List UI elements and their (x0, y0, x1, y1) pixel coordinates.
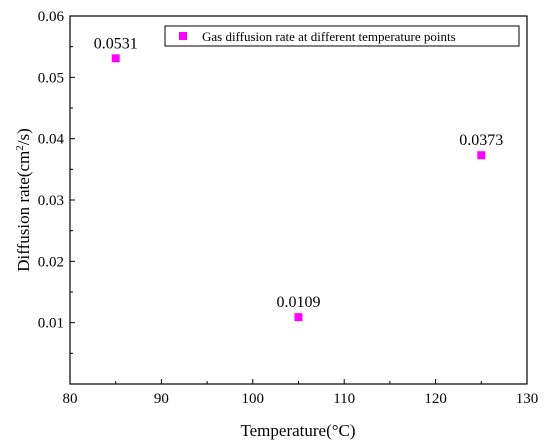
y-tick-label: 0.04 (38, 132, 65, 148)
x-tick-label: 80 (63, 391, 78, 407)
x-axis-title: Temperature(°C) (240, 421, 355, 440)
y-axis-title-unit: /s) (14, 128, 33, 145)
y-tick-label: 0.06 (38, 9, 65, 25)
data-points: 0.0531 0.0109 0.0373 (94, 35, 503, 322)
data-point (111, 54, 120, 63)
legend: Gas diffusion rate at different temperat… (164, 25, 520, 47)
y-tick-label: 0.02 (38, 254, 64, 270)
data-label: 0.0373 (459, 132, 503, 149)
y-axis-title-superscript: 2 (14, 145, 26, 151)
y-axis-title-main: Diffusion rate(cm (14, 151, 33, 272)
y-axis-title: Diffusion rate(cm2/s) (14, 128, 33, 272)
data-label: 0.0109 (277, 294, 321, 311)
x-tick-label: 130 (516, 391, 539, 407)
x-tick-label: 110 (333, 391, 355, 407)
y-axis-ticks: 0.01 0.02 0.03 0.04 0.05 0.06 (38, 9, 75, 354)
y-tick-label: 0.03 (38, 193, 64, 209)
x-tick-label: 90 (154, 391, 169, 407)
data-label: 0.0531 (94, 35, 138, 52)
x-tick-label: 120 (424, 391, 447, 407)
legend-label: Gas diffusion rate at different temperat… (202, 29, 456, 44)
data-point (294, 313, 303, 322)
plot-frame (69, 15, 528, 385)
x-axis-ticks: 80 90 100 110 120 130 (63, 379, 539, 407)
y-tick-label: 0.05 (38, 70, 64, 86)
x-tick-label: 100 (242, 391, 265, 407)
legend-box (164, 25, 520, 47)
y-tick-label: 0.01 (38, 316, 64, 332)
data-point (477, 151, 486, 160)
legend-marker (179, 32, 187, 40)
